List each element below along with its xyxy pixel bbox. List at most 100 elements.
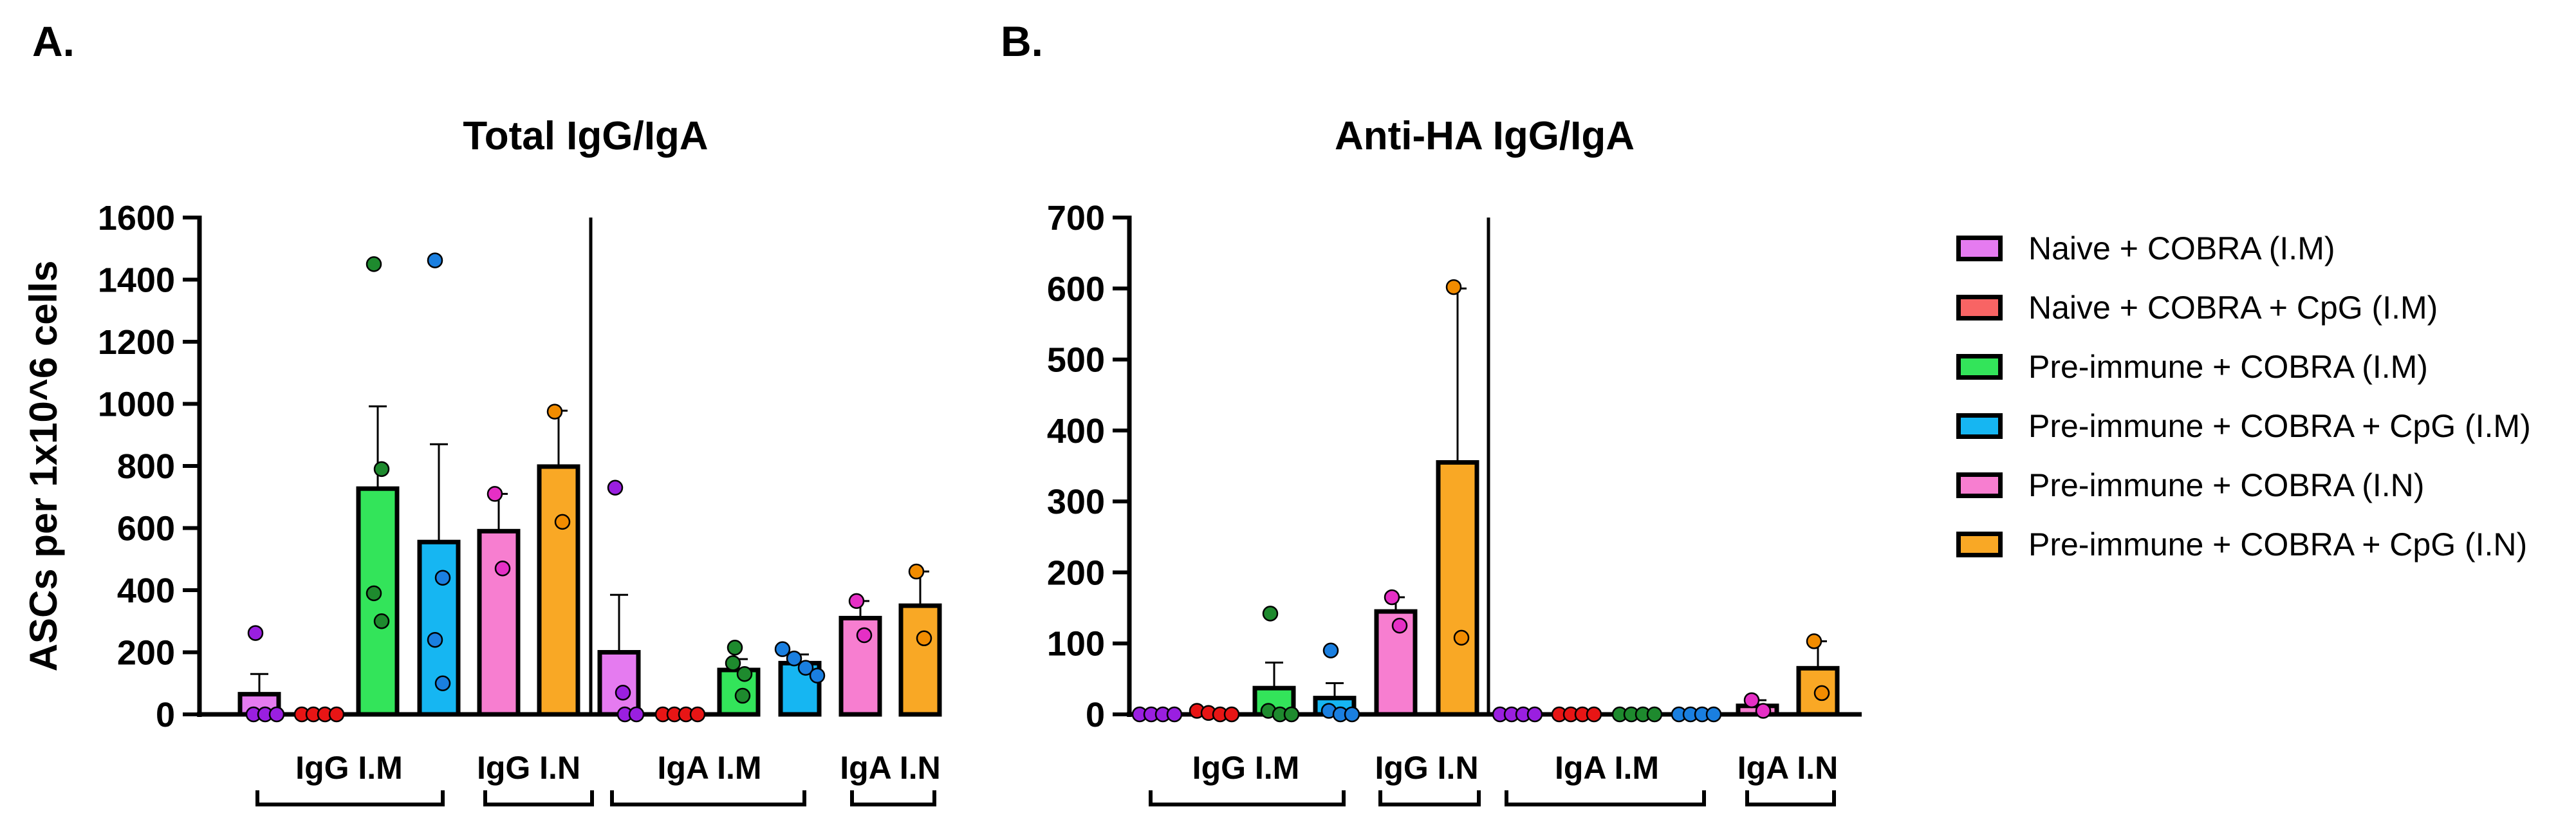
chart-1-ytick-label: 1000 <box>98 386 175 424</box>
chart-2-data-point <box>1755 703 1772 719</box>
chart-1-ytick-label: 600 <box>117 510 175 548</box>
chart-1-bar <box>477 528 521 717</box>
chart-1-data-point <box>486 486 503 502</box>
chart-2-ytick-label: 500 <box>1047 341 1105 380</box>
chart-2-data-point <box>1445 279 1462 295</box>
chart-1-data-point <box>727 640 743 656</box>
chart-1-data-point <box>366 585 382 602</box>
chart-2-data-point <box>1322 642 1339 658</box>
chart-2-title: Anti-HA IgG/IgA <box>1335 114 1635 158</box>
chart-1-group-bracket <box>483 790 594 806</box>
chart-1-group-bracket <box>850 790 936 806</box>
chart-1-data-point <box>848 593 865 609</box>
legend-label: Naive + COBRA (I.M) <box>2028 230 2335 266</box>
chart-1-ytick-label: 800 <box>117 447 175 486</box>
legend-swatch <box>1956 236 2003 261</box>
chart-1-data-point <box>689 706 706 723</box>
chart-1-group-bracket <box>255 790 445 806</box>
chart-2-data-point <box>1262 606 1279 622</box>
chart-1-ytick-label: 400 <box>117 572 175 610</box>
chart-1-data-point <box>427 252 443 268</box>
chart-1-group-bracket <box>610 790 806 806</box>
chart-1-data-point <box>786 650 802 667</box>
legend-item: Pre-immune + COBRA (I.N) <box>1956 456 2531 515</box>
chart-2-data-point <box>1705 706 1722 723</box>
legend-label: Pre-immune + COBRA + CpG (I.M) <box>2028 408 2531 444</box>
chart-1-data-point <box>725 655 741 671</box>
chart-2-data-point <box>1223 706 1240 723</box>
chart-1-bar <box>356 486 400 717</box>
chart-1-group-label: IgG I.M <box>295 750 403 786</box>
chart-2-data-point <box>1391 617 1408 634</box>
chart-2-data-point <box>1166 706 1183 723</box>
chart-2-data-point <box>1813 685 1830 702</box>
legend-item: Naive + COBRA + CpG (I.M) <box>1956 278 2531 337</box>
legend-swatch <box>1956 472 2003 498</box>
chart-2-group-label: IgG I.N <box>1375 750 1478 786</box>
panel-label-b: B. <box>1001 17 1043 65</box>
chart-2-data-point <box>1586 706 1602 723</box>
chart-1-data-point <box>434 675 451 691</box>
chart-1-ylabel: ASCs per 1x10^6 cells <box>22 261 65 672</box>
chart-1-ytick-label: 1600 <box>98 199 175 237</box>
chart-1-data-point <box>554 514 571 530</box>
chart-1-data-point <box>373 613 390 629</box>
chart-2-group-label: IgA I.N <box>1737 750 1838 786</box>
chart-2-data-point <box>1344 706 1360 723</box>
legend-label: Pre-immune + COBRA (I.N) <box>2028 467 2425 503</box>
chart-1-bar <box>597 650 641 717</box>
chart-1-group-label: IgG I.N <box>477 750 580 786</box>
chart-2-bar <box>1436 460 1479 717</box>
chart-1-ytick-label: 1200 <box>98 323 175 362</box>
chart-1-data-point <box>615 684 631 701</box>
chart-2-group-bracket <box>1378 790 1481 806</box>
chart-1-data-point <box>809 667 826 683</box>
chart-1-data-point <box>908 563 925 580</box>
chart-2-data-point <box>1384 589 1400 606</box>
chart-1-bar <box>537 464 580 717</box>
chart-2-ytick-label: 400 <box>1047 412 1105 451</box>
chart-1-data-point <box>427 631 443 648</box>
chart-2-data-point <box>1743 692 1760 709</box>
chart-2-ytick-label: 100 <box>1047 625 1105 664</box>
chart-1-data-point <box>736 666 753 682</box>
legend-label: Pre-immune + COBRA + CpG (I.N) <box>2028 526 2528 562</box>
chart-2-ytick-label: 300 <box>1047 483 1105 521</box>
chart-2-data-point <box>1453 629 1470 646</box>
chart-1-data-point <box>434 570 451 586</box>
chart-2-ytick-label: 600 <box>1047 270 1105 308</box>
chart-2-group-bracket <box>1505 790 1706 806</box>
chart-1-data-point <box>247 625 264 641</box>
chart-2-data-point <box>1526 706 1543 723</box>
legend-item: Pre-immune + COBRA + CpG (I.M) <box>1956 396 2531 456</box>
chart-1-data-point <box>856 627 873 644</box>
chart-2-data-point <box>1806 633 1822 649</box>
chart-1-data-point <box>916 630 932 647</box>
chart-2-data-point <box>1283 706 1300 723</box>
legend-item: Pre-immune + COBRA + CpG (I.N) <box>1956 515 2531 574</box>
chart-2-data-point <box>1646 706 1663 723</box>
legend-swatch <box>1956 532 2003 557</box>
legend-swatch <box>1956 354 2003 380</box>
chart-2-group-label: IgA I.M <box>1555 750 1659 786</box>
chart-2-ytick-label: 200 <box>1047 553 1105 592</box>
panel-label-a: A. <box>32 17 75 65</box>
chart-1-ytick-label: 200 <box>117 634 175 673</box>
chart-1-data-point <box>774 641 791 657</box>
chart-1-group-label: IgA I.N <box>840 750 940 786</box>
chart-1-data-point <box>366 256 382 272</box>
chart-2-ytick-label: 700 <box>1047 199 1105 237</box>
chart-1-data-point <box>734 687 751 704</box>
chart-2-ytick-label: 0 <box>1086 696 1105 734</box>
chart-1-data-point <box>628 706 645 723</box>
chart-2-bar <box>1796 665 1840 717</box>
legend: Naive + COBRA (I.M) Naive + COBRA + CpG (… <box>1956 219 2531 574</box>
legend-label: Pre-immune + COBRA (I.M) <box>2028 349 2428 385</box>
legend-item: Naive + COBRA (I.M) <box>1956 219 2531 278</box>
legend-swatch <box>1956 413 2003 439</box>
chart-1-data-point <box>328 706 345 723</box>
legend-swatch <box>1956 295 2003 321</box>
legend-item: Pre-immune + COBRA (I.M) <box>1956 337 2531 396</box>
chart-1-data-point <box>607 479 624 496</box>
